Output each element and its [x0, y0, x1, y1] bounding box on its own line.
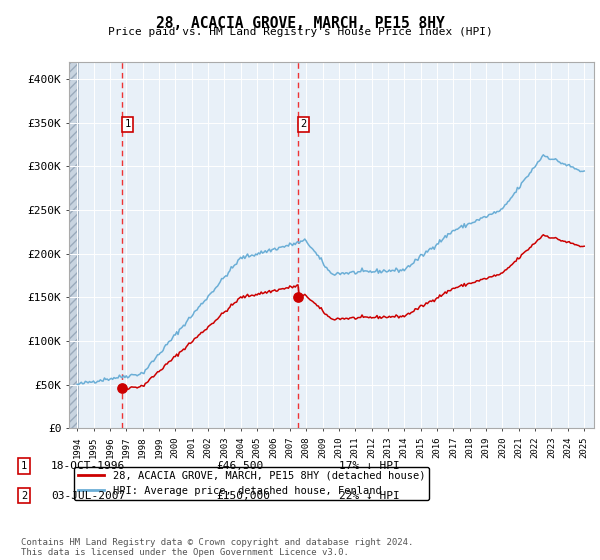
Text: 18-OCT-1996: 18-OCT-1996 — [51, 461, 125, 471]
Text: 1: 1 — [21, 461, 27, 471]
Legend: 28, ACACIA GROVE, MARCH, PE15 8HY (detached house), HPI: Average price, detached: 28, ACACIA GROVE, MARCH, PE15 8HY (detac… — [74, 466, 430, 500]
Point — [293, 293, 303, 302]
Text: 1: 1 — [125, 119, 131, 129]
Text: 2: 2 — [21, 491, 27, 501]
Text: 28, ACACIA GROVE, MARCH, PE15 8HY: 28, ACACIA GROVE, MARCH, PE15 8HY — [155, 16, 445, 31]
Text: Contains HM Land Registry data © Crown copyright and database right 2024.
This d: Contains HM Land Registry data © Crown c… — [21, 538, 413, 557]
Text: £150,000: £150,000 — [216, 491, 270, 501]
Text: 17% ↓ HPI: 17% ↓ HPI — [339, 461, 400, 471]
Text: 22% ↓ HPI: 22% ↓ HPI — [339, 491, 400, 501]
Text: £46,500: £46,500 — [216, 461, 263, 471]
Text: Price paid vs. HM Land Registry's House Price Index (HPI): Price paid vs. HM Land Registry's House … — [107, 27, 493, 37]
Text: 2: 2 — [301, 119, 307, 129]
Point — [118, 383, 127, 392]
Text: 03-JUL-2007: 03-JUL-2007 — [51, 491, 125, 501]
